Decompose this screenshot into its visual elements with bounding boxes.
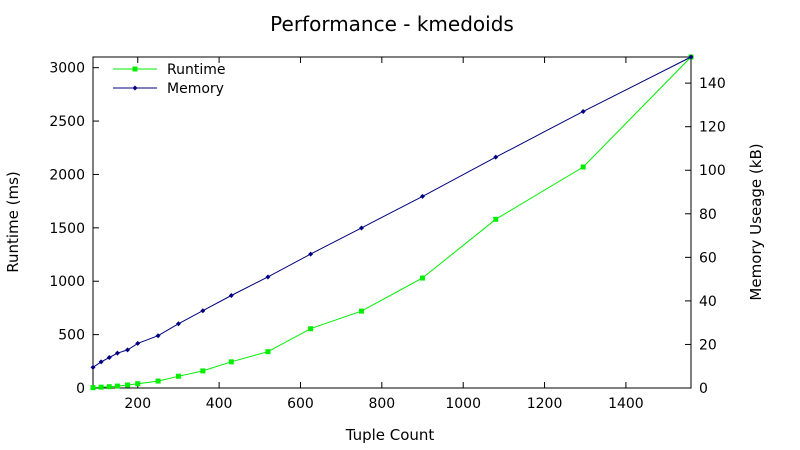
legend-swatch-marker [132, 85, 138, 91]
y-tick-label: 2000 [49, 167, 85, 183]
y-tick-label: 2500 [49, 114, 85, 130]
runtime-point [493, 216, 499, 222]
memory-point [265, 274, 271, 280]
legend-label: Memory [167, 81, 224, 97]
y-axis-label: Runtime (ms) [4, 171, 22, 273]
y-tick-label: 1000 [49, 274, 85, 290]
runtime-point [114, 383, 120, 389]
runtime-point [420, 275, 426, 281]
memory-point [200, 308, 206, 314]
runtime-point [135, 381, 141, 387]
legend: Runtime Memory [113, 62, 225, 97]
x-tick-label: 1200 [527, 396, 563, 412]
memory-point [358, 225, 364, 231]
y2-tick-label: 140 [699, 76, 726, 92]
y2-tick-label: 0 [699, 381, 708, 397]
legend-label: Runtime [167, 62, 225, 78]
runtime-point [155, 378, 161, 384]
y2-tick-label: 40 [699, 294, 717, 310]
memory-point [155, 333, 161, 339]
memory-point [125, 347, 131, 353]
x-tick-label: 200 [124, 396, 151, 412]
plot-area-frame [92, 56, 692, 389]
memory-point [98, 359, 104, 365]
y2-axis-label: Memory Useage (kB) [747, 143, 765, 300]
x-tick-label: 800 [368, 396, 395, 412]
series-memory [90, 54, 694, 370]
x-tick-label: 600 [287, 396, 314, 412]
memory-point [420, 193, 426, 199]
series-layer [90, 54, 694, 391]
legend-item-memory: Memory [113, 81, 224, 97]
runtime-point [98, 384, 104, 390]
y2-tick-label: 120 [699, 120, 726, 136]
memory-point [493, 154, 499, 160]
runtime-point [228, 359, 234, 365]
y2-tick-label: 60 [699, 250, 717, 266]
memory-point [135, 340, 141, 346]
legend-swatch-marker [132, 66, 138, 72]
runtime-point [308, 326, 314, 332]
memory-line [92, 56, 692, 368]
chart-title: Performance - kmedoids [270, 12, 514, 36]
runtime-point [580, 164, 586, 170]
memory-point [90, 364, 96, 370]
x-tick-label: 400 [206, 396, 233, 412]
memory-point [688, 54, 694, 60]
x-axis-label: Tuple Count [345, 426, 435, 444]
y2-tick-label: 80 [699, 207, 717, 223]
x-tick-label: 1000 [445, 396, 481, 412]
runtime-point [200, 368, 206, 374]
runtime-point [175, 373, 181, 379]
memory-point [580, 108, 586, 114]
y-tick-label: 500 [58, 328, 85, 344]
memory-point [308, 251, 314, 257]
runtime-line [92, 56, 692, 389]
axis-ticks: 200 400 600 800 1000 1200 14000500100015002000… [49, 57, 726, 412]
runtime-point [358, 308, 364, 314]
memory-point [228, 292, 234, 298]
y-tick-label: 1500 [49, 221, 85, 237]
y-tick-label: 0 [76, 381, 85, 397]
y2-tick-label: 100 [699, 163, 726, 179]
legend-item-runtime: Runtime [113, 62, 225, 78]
series-runtime [90, 54, 694, 391]
y2-tick-label: 20 [699, 337, 717, 353]
x-tick-label: 1400 [608, 396, 644, 412]
runtime-point [125, 382, 131, 388]
memory-point [106, 355, 112, 361]
runtime-point [106, 384, 112, 390]
y-tick-label: 3000 [49, 61, 85, 77]
memory-point [175, 321, 181, 327]
runtime-point [265, 349, 271, 355]
memory-point [114, 350, 120, 356]
runtime-point [90, 385, 96, 391]
